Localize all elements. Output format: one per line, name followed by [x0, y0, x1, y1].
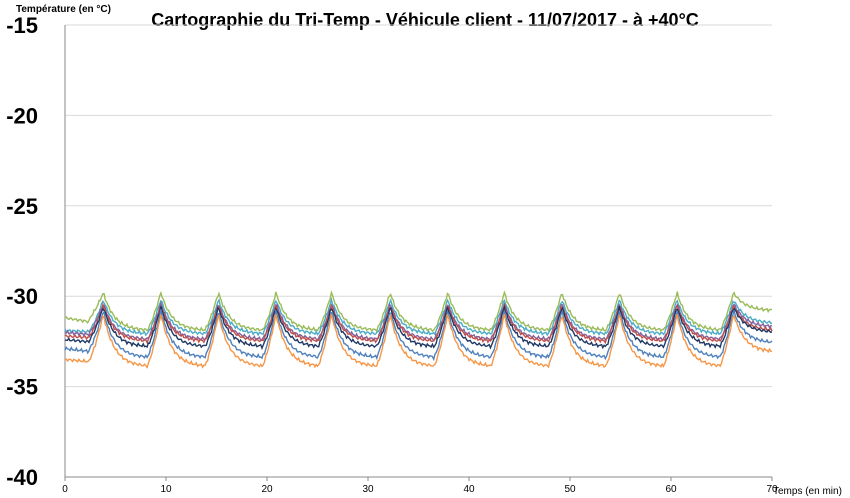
- y-tick-label: -15: [6, 13, 38, 38]
- x-tick-label: 40: [463, 484, 475, 495]
- y-tick-labels: -15 -20 -25 -30 -35 -40: [6, 13, 38, 490]
- y-tick-label: -40: [6, 465, 38, 490]
- chart-title: Cartographie du Tri-Temp - Véhicule clie…: [151, 10, 699, 30]
- series-line: [64, 290, 773, 333]
- series-line: [64, 302, 773, 345]
- x-axis-label: Temps (en min): [773, 486, 842, 497]
- y-tick-label: -30: [6, 284, 38, 309]
- gridlines: [65, 24, 772, 478]
- x-tick-label: 70: [766, 484, 778, 495]
- y-tick-label: -35: [6, 375, 38, 400]
- x-tick-label: 60: [665, 484, 677, 495]
- x-tick-label: 20: [261, 484, 273, 495]
- x-tick-label: 10: [160, 484, 172, 495]
- y-tick-label: -20: [6, 103, 38, 128]
- series-lines: [64, 290, 773, 369]
- series-line: [64, 296, 773, 337]
- series-line: [64, 304, 773, 351]
- x-tick-label: 0: [62, 484, 68, 495]
- x-tick-label: 50: [564, 484, 576, 495]
- y-tick-label: -25: [6, 194, 38, 219]
- series-line: [64, 308, 773, 362]
- x-tick-label: 30: [362, 484, 374, 495]
- axes: [64, 25, 773, 481]
- x-tick-labels: 0 10 20 30 40 50 60 70: [62, 484, 778, 495]
- y-axis-label: Température (en °C): [16, 4, 111, 15]
- series-line: [64, 313, 773, 369]
